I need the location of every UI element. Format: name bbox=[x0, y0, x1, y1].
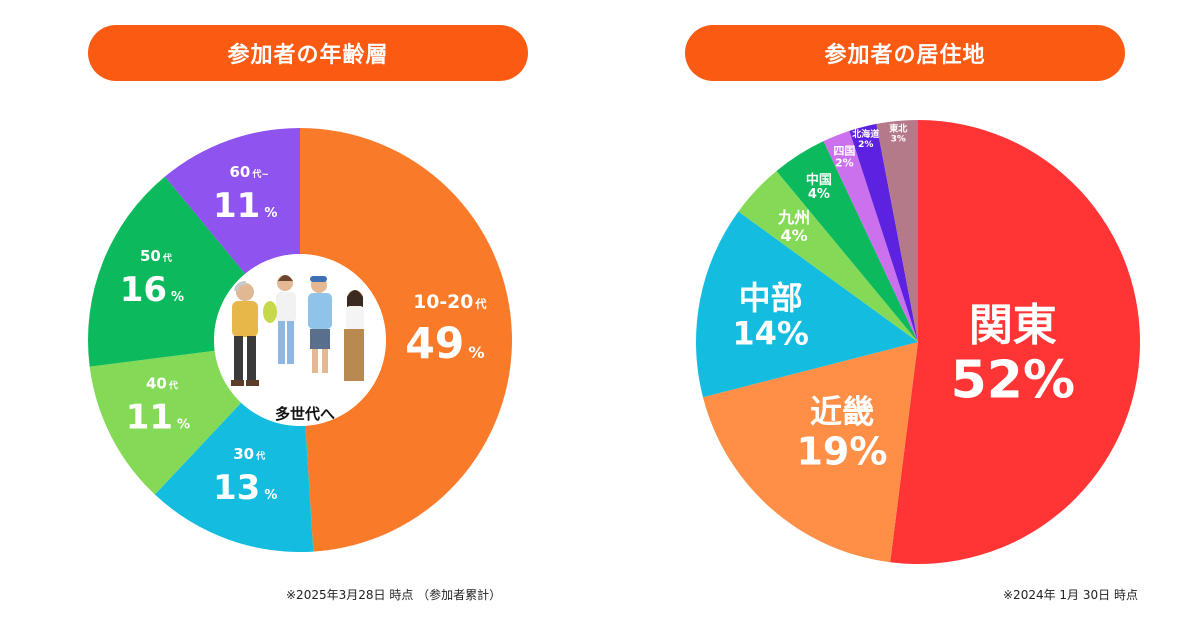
residence-label-value: 19% bbox=[796, 429, 887, 473]
residence-slice-3 bbox=[738, 170, 918, 342]
person-young-woman-illustration bbox=[344, 290, 364, 381]
age-label-sub: 代 bbox=[168, 379, 178, 391]
age-label-sub: 代 bbox=[162, 252, 172, 264]
people-illustration bbox=[231, 275, 364, 386]
residence-slice-6 bbox=[849, 123, 918, 343]
residence-label-name: 東北 bbox=[889, 123, 907, 135]
age-slice-2 bbox=[89, 350, 242, 495]
age-label-layer: 10-20 代49 %30 代13 %40 代11 %50 代16 %60 代~11% bbox=[120, 163, 488, 508]
residence-slice-1 bbox=[702, 342, 918, 563]
age-label-unit: % bbox=[171, 290, 184, 305]
age-label-sub: 代 bbox=[474, 297, 487, 311]
age-slice-1 bbox=[154, 402, 314, 552]
residence-chart-title: 参加者の居住地 bbox=[685, 25, 1125, 81]
age-label-unit: % bbox=[264, 206, 277, 221]
age-label-unit: % bbox=[468, 343, 484, 362]
residence-chart-note: ※2024年 1月 30日 時点 bbox=[1003, 588, 1138, 602]
age-label-sub: 代~ bbox=[251, 168, 269, 180]
residence-slice-0 bbox=[890, 120, 1141, 564]
residence-label-name: 関東 bbox=[969, 300, 1057, 351]
age-chart-note: ※2025年3月28日 時点 （参加者累計） bbox=[286, 588, 502, 602]
residence-label-value: 4% bbox=[780, 226, 807, 245]
age-chart-title: 参加者の年齢層 bbox=[88, 25, 528, 81]
residence-label-name: 中国 bbox=[806, 172, 832, 188]
residence-pie-chart bbox=[696, 120, 1141, 564]
residence-label-value: 4% bbox=[808, 187, 830, 202]
age-slice-4 bbox=[164, 128, 300, 274]
residence-label-name: 四国 bbox=[833, 144, 855, 157]
residence-slice-2 bbox=[696, 211, 918, 398]
person-elder-illustration bbox=[231, 281, 259, 386]
age-label-head: 10-20 代 bbox=[413, 292, 487, 313]
person-man-cap-illustration bbox=[308, 276, 332, 373]
residence-label-value: 2% bbox=[835, 156, 854, 169]
age-slice-0 bbox=[300, 128, 513, 552]
residence-label-value: 3% bbox=[891, 134, 906, 144]
age-label-sub: 代 bbox=[255, 450, 265, 462]
age-center-label-group: 多世代へ bbox=[275, 405, 335, 423]
residence-label-value: 52% bbox=[951, 350, 1075, 410]
residence-label-name: 中部 bbox=[739, 279, 803, 317]
residence-slice-5 bbox=[823, 130, 918, 342]
residence-label-value: 2% bbox=[858, 140, 873, 150]
residence-label-name: 近畿 bbox=[810, 393, 874, 431]
age-center-label: 多世代へ bbox=[275, 405, 335, 423]
residence-slice-4 bbox=[776, 141, 918, 342]
residence-slice-7 bbox=[876, 120, 918, 342]
person-woman-bag-illustration bbox=[263, 275, 296, 364]
residence-label-name: 北海道 bbox=[852, 128, 879, 140]
residence-label-value: 14% bbox=[732, 314, 809, 352]
residence-label-name: 九州 bbox=[777, 208, 810, 227]
age-label-unit: % bbox=[264, 488, 277, 503]
age-label-unit: % bbox=[177, 417, 190, 432]
age-slice-3 bbox=[88, 176, 246, 367]
